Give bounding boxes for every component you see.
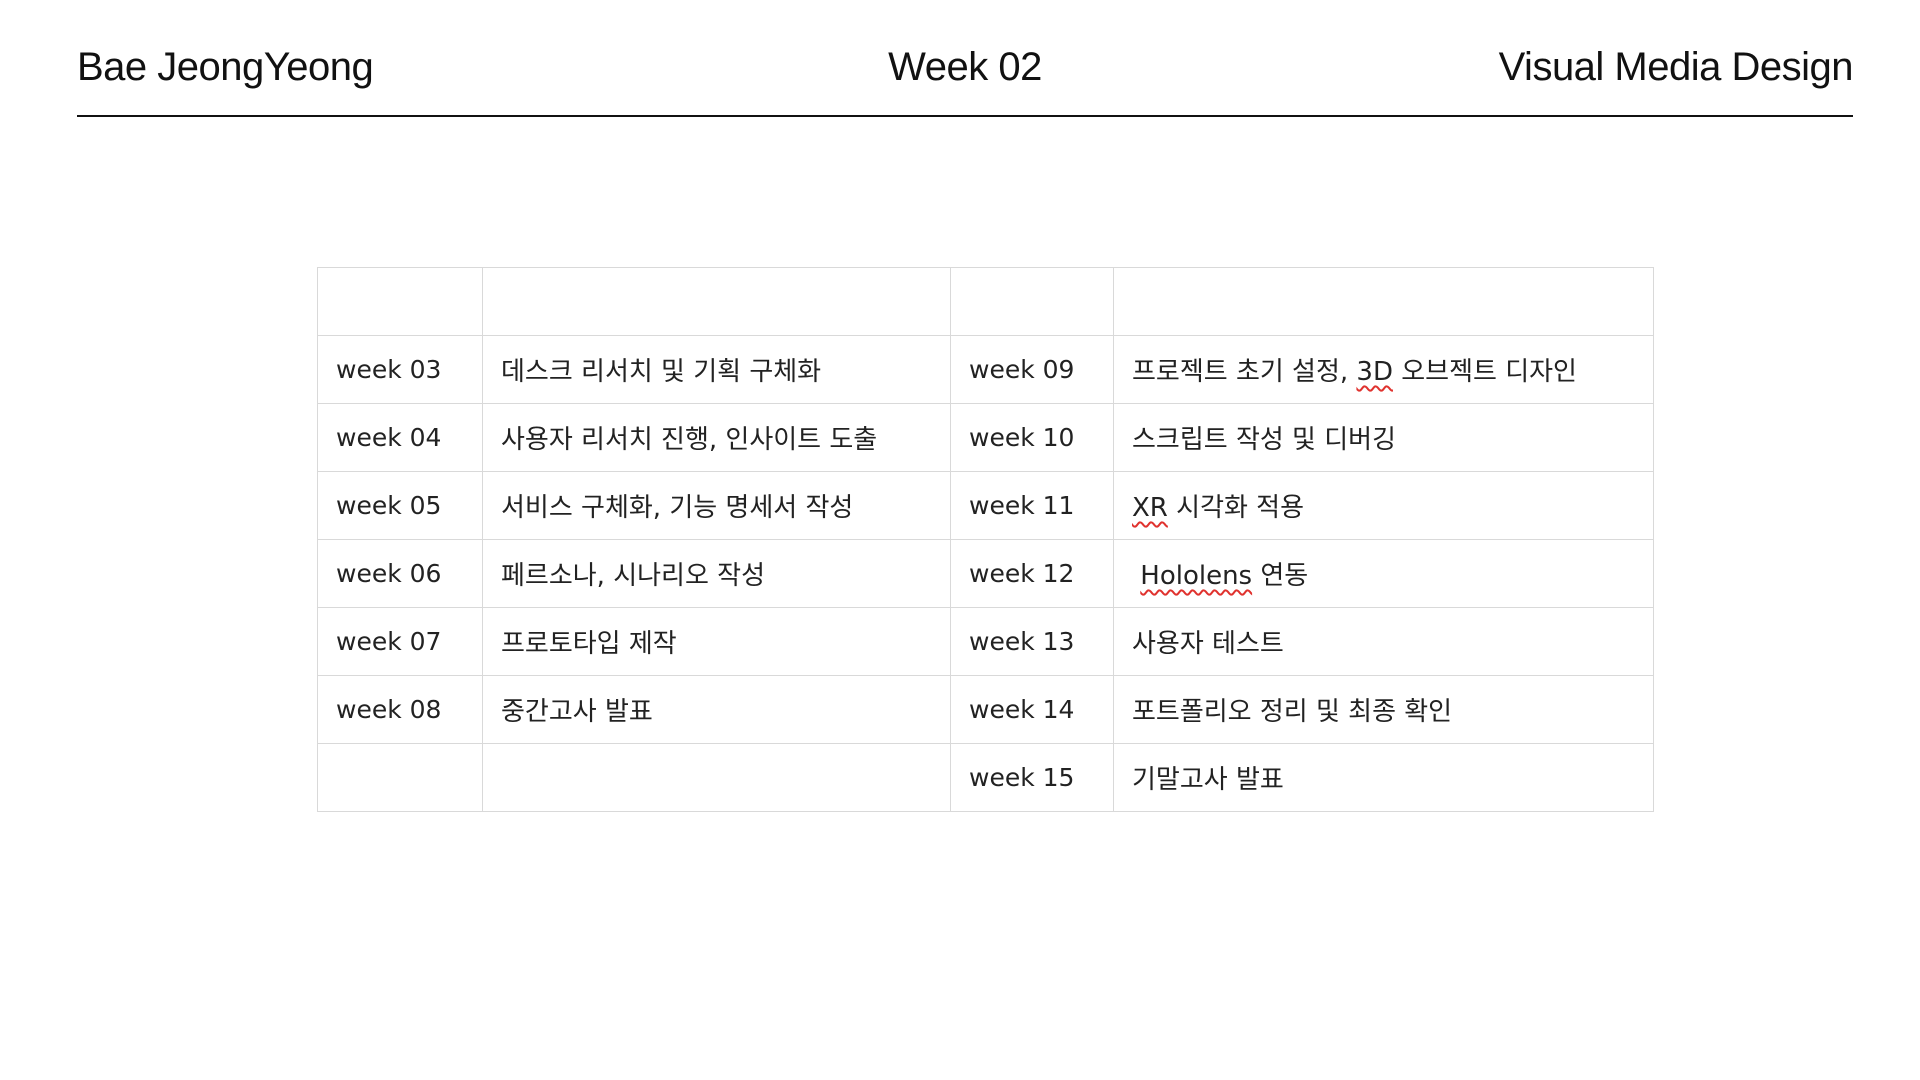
task-cell: 기말고사 발표 xyxy=(1113,743,1654,812)
task-cell: 페르소나, 시나리오 작성 xyxy=(482,539,951,608)
week-cell: week 04 xyxy=(317,403,483,472)
table-row: week 08 중간고사 발표 week 14 포트폴리오 정리 및 최종 확인 xyxy=(317,675,1654,744)
task-label: 서비스 구체화, 기능 명세서 작성 xyxy=(501,493,854,523)
task-cell: 사용자 리서치 진행, 인사이트 도출 xyxy=(482,403,951,472)
task-text: 연동 xyxy=(1252,561,1309,591)
task-label: 사용자 리서치 진행, 인사이트 도출 xyxy=(501,425,878,455)
table-row: week 15 기말고사 발표 xyxy=(317,743,1654,812)
week-label: week 09 xyxy=(969,355,1075,384)
week-label: week 14 xyxy=(969,695,1075,724)
task-text: 오브젝트 디자인 xyxy=(1392,357,1577,387)
task-cell: 프로젝트 초기 설정, 3D 오브젝트 디자인 xyxy=(1113,335,1654,404)
week-cell: week 14 xyxy=(950,675,1114,744)
table-row: week 06 페르소나, 시나리오 작성 week 12 Hololens 연동 xyxy=(317,539,1654,608)
table-row: week 07 프로토타입 제작 week 13 사용자 테스트 xyxy=(317,607,1654,676)
task-cell xyxy=(1113,267,1654,336)
table-row: week 04 사용자 리서치 진행, 인사이트 도출 week 10 스크립트 작성… xyxy=(317,403,1654,472)
task-label: 데스크 리서치 및 기획 구체화 xyxy=(501,357,822,387)
week-cell: week 12 xyxy=(950,539,1114,608)
week-cell: week 15 xyxy=(950,743,1114,812)
table-row: week 05 서비스 구체화, 기능 명세서 작성 week 11 XR 시각화 적… xyxy=(317,471,1654,540)
task-label: 프로토타입 제작 xyxy=(501,629,677,659)
schedule-table: week 03 데스크 리서치 및 기획 구체화 week 09 프로젝트 초기 설정… xyxy=(317,267,1654,812)
task-text: 시각화 적용 xyxy=(1167,493,1305,523)
task-label: Hololens 연동 xyxy=(1132,561,1308,591)
task-cell: 스크립트 작성 및 디버깅 xyxy=(1113,403,1654,472)
week-cell xyxy=(317,743,483,812)
task-text: 사용자 테스트 xyxy=(1132,629,1284,659)
table-row: week 03 데스크 리서치 및 기획 구체화 week 09 프로젝트 초기 설정… xyxy=(317,335,1654,404)
week-label: week 03 xyxy=(336,355,442,384)
spellcheck-marked-word: Hololens xyxy=(1140,561,1253,591)
week-cell xyxy=(950,267,1114,336)
week-label: week 10 xyxy=(969,423,1075,452)
week-cell: week 08 xyxy=(317,675,483,744)
task-text: 스크립트 작성 및 디버깅 xyxy=(1132,425,1396,455)
week-cell: week 09 xyxy=(950,335,1114,404)
task-label: XR 시각화 적용 xyxy=(1132,493,1304,523)
task-cell: XR 시각화 적용 xyxy=(1113,471,1654,540)
spellcheck-marked-word: XR xyxy=(1132,493,1168,523)
task-label: 페르소나, 시나리오 작성 xyxy=(501,561,765,591)
week-label: week 15 xyxy=(969,763,1075,792)
task-label: 프로젝트 초기 설정, 3D 오브젝트 디자인 xyxy=(1132,357,1577,387)
week-label: week 08 xyxy=(336,695,442,724)
week-cell: week 05 xyxy=(317,471,483,540)
task-cell xyxy=(482,743,951,812)
task-cell: 서비스 구체화, 기능 명세서 작성 xyxy=(482,471,951,540)
week-label: week 05 xyxy=(336,491,442,520)
week-cell: week 13 xyxy=(950,607,1114,676)
week-label: week 06 xyxy=(336,559,442,588)
task-label: 사용자 테스트 xyxy=(1132,629,1284,659)
week-cell xyxy=(317,267,483,336)
week-cell: week 11 xyxy=(950,471,1114,540)
week-title: Week 02 xyxy=(888,45,1042,89)
task-cell: 프로토타입 제작 xyxy=(482,607,951,676)
task-label: 포트폴리오 정리 및 최종 확인 xyxy=(1132,697,1452,727)
task-text: 포트폴리오 정리 및 최종 확인 xyxy=(1132,697,1453,727)
course-name: Visual Media Design xyxy=(1498,45,1854,89)
week-cell: week 06 xyxy=(317,539,483,608)
task-cell: Hololens 연동 xyxy=(1113,539,1654,608)
week-cell: week 03 xyxy=(317,335,483,404)
task-text: 프로젝트 초기 설정, xyxy=(1132,357,1357,387)
week-label: week 07 xyxy=(336,627,442,656)
author-name: Bae JeongYeong xyxy=(77,45,374,89)
week-label: week 12 xyxy=(969,559,1075,588)
task-label: 중간고사 발표 xyxy=(501,697,653,727)
table-row xyxy=(317,267,1654,336)
week-label: week 13 xyxy=(969,627,1075,656)
task-text: 기말고사 발표 xyxy=(1132,765,1284,795)
task-cell: 포트폴리오 정리 및 최종 확인 xyxy=(1113,675,1654,744)
task-label: 기말고사 발표 xyxy=(1132,765,1284,795)
task-cell: 사용자 테스트 xyxy=(1113,607,1654,676)
week-label: week 04 xyxy=(336,423,442,452)
task-cell: 데스크 리서치 및 기획 구체화 xyxy=(482,335,951,404)
task-label: 스크립트 작성 및 디버깅 xyxy=(1132,425,1396,455)
week-cell: week 07 xyxy=(317,607,483,676)
task-cell: 중간고사 발표 xyxy=(482,675,951,744)
week-cell: week 10 xyxy=(950,403,1114,472)
week-label: week 11 xyxy=(969,491,1075,520)
task-cell xyxy=(482,267,951,336)
slide-header: Bae JeongYeong Week 02 Visual Media Desi… xyxy=(77,35,1854,117)
spellcheck-marked-word: 3D xyxy=(1356,357,1393,387)
